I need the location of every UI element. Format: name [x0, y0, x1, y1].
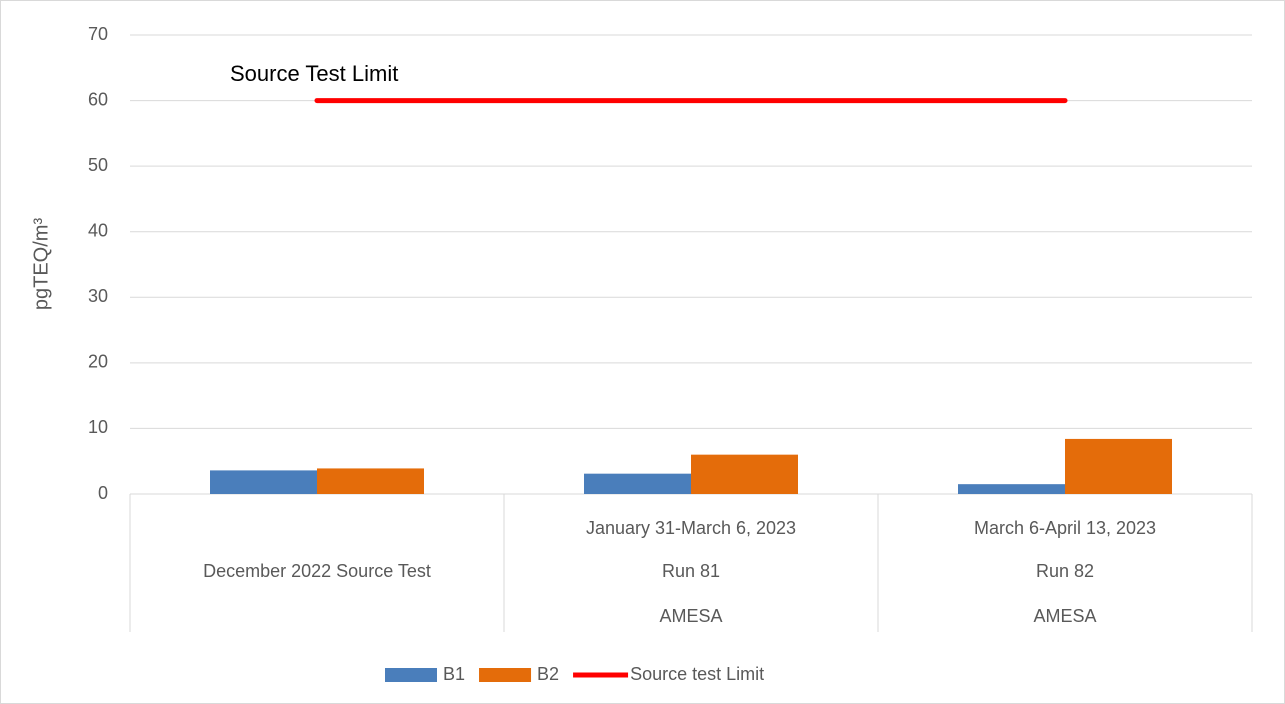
bar — [958, 484, 1065, 494]
x-tick-label: Run 81 — [662, 561, 720, 581]
bar — [317, 468, 424, 494]
legend-label: B2 — [537, 664, 559, 684]
y-tick-label: 0 — [98, 483, 108, 503]
annotation: Source Test Limit — [230, 61, 398, 86]
y-tick-label: 30 — [88, 286, 108, 306]
legend-label: Source test Limit — [630, 664, 764, 684]
y-tick-label: 70 — [88, 24, 108, 44]
bar — [691, 454, 798, 494]
y-tick-label: 40 — [88, 220, 108, 240]
bar — [1065, 438, 1172, 494]
x-tick-label: AMESA — [1033, 606, 1096, 626]
x-tick-label: AMESA — [659, 606, 722, 626]
legend-label: B1 — [443, 664, 465, 684]
y-tick-label: 60 — [88, 89, 108, 109]
y-tick-label: 50 — [88, 155, 108, 175]
legend-swatch — [385, 668, 437, 682]
legend-swatch — [479, 668, 532, 682]
bar — [210, 470, 317, 494]
x-tick-label: January 31-March 6, 2023 — [586, 518, 796, 538]
y-tick-label: 10 — [88, 417, 108, 437]
y-axis-label: pgTEQ/m³ — [30, 218, 52, 311]
x-tick-label: December 2022 Source Test — [203, 561, 431, 581]
x-tick-label: March 6-April 13, 2023 — [974, 518, 1156, 538]
y-tick-label: 20 — [88, 352, 108, 372]
x-tick-label: Run 82 — [1036, 561, 1094, 581]
bar — [584, 473, 691, 494]
